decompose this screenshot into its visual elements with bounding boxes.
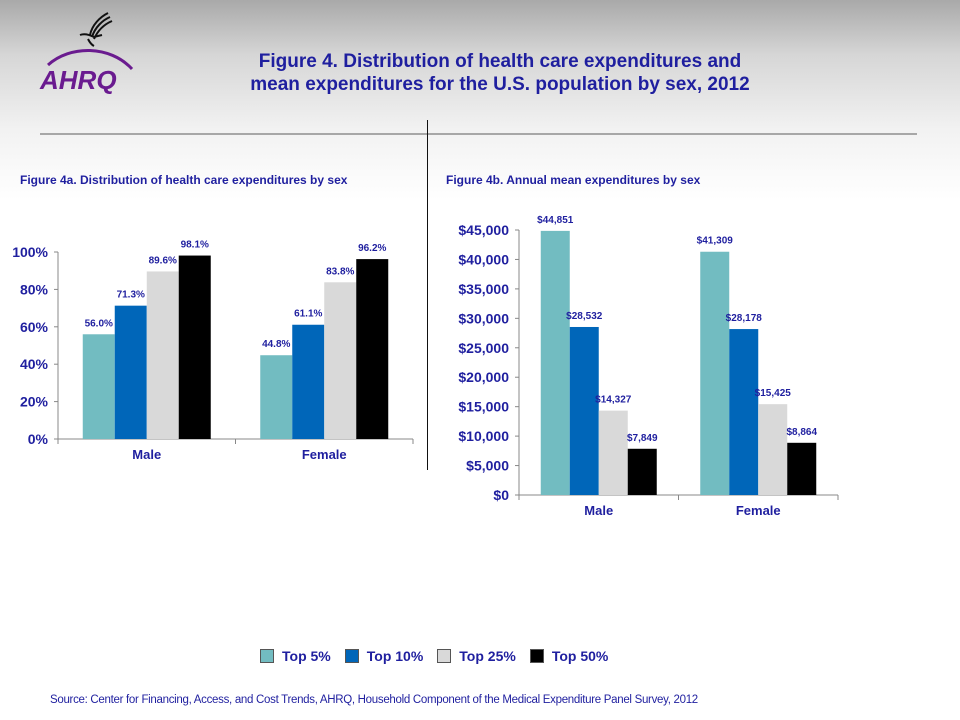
data-label: 96.2% <box>358 243 386 254</box>
y-tick-label: 0% <box>28 431 49 447</box>
data-label: $14,327 <box>595 395 632 406</box>
category-label: Female <box>736 503 781 518</box>
data-label: $28,532 <box>566 311 603 322</box>
legend-swatch-top50 <box>529 649 544 663</box>
chart-a: 0% 20% 40% 60% 80% 100% 56.0% 71.3% 89.6% 98.1% Ma… <box>12 240 414 462</box>
logo-text: AHRQ <box>39 65 117 95</box>
bar <box>540 230 570 495</box>
legend-swatch-top5 <box>260 649 274 663</box>
chart-b-title: Figure 4b. Annual mean expenditures by s… <box>446 173 701 187</box>
y-tick-label: $10,000 <box>458 428 509 444</box>
y-tick-label: $35,000 <box>458 281 509 297</box>
agency-logo: AHRQ <box>30 5 150 100</box>
data-label: 83.8% <box>326 266 354 277</box>
data-label: $41,309 <box>697 236 734 247</box>
chart-b: $0 $5,000 $10,000 $15,000 $20,000 $25,000 $30,… <box>458 215 839 518</box>
bar <box>292 324 325 439</box>
legend-item: Top 25% <box>437 648 516 664</box>
legend-label: Top 5% <box>282 648 331 664</box>
hhs-eagle-icon <box>79 12 113 47</box>
bar <box>114 305 147 439</box>
legend-label: Top 50% <box>551 648 609 664</box>
data-label: $15,425 <box>755 388 792 399</box>
y-tick-label: $40,000 <box>458 251 509 267</box>
y-tick-label: 60% <box>20 319 49 335</box>
category-label: Male <box>132 447 161 462</box>
legend-label: Top 25% <box>459 648 516 664</box>
data-label: 44.8% <box>262 339 290 350</box>
data-label: 89.6% <box>149 255 177 266</box>
legend-swatch-top25 <box>437 649 452 663</box>
data-label: $28,178 <box>726 313 763 324</box>
category-label: Female <box>302 447 347 462</box>
y-tick-label: $0 <box>493 487 509 503</box>
source-note: Source: Center for Financing, Access, an… <box>50 694 698 706</box>
header-divider <box>40 133 917 135</box>
data-label: $44,851 <box>537 215 574 226</box>
legend-label: Top 10% <box>366 648 424 664</box>
data-label: 98.1% <box>181 240 209 251</box>
data-label: $8,864 <box>786 427 817 438</box>
data-label: 56.0% <box>85 318 113 329</box>
y-tick-label: $45,000 <box>458 222 509 238</box>
y-tick-label: 40% <box>20 356 49 372</box>
bar <box>787 442 817 495</box>
y-tick-label: $5,000 <box>466 458 509 474</box>
data-label: $7,849 <box>627 433 658 444</box>
bar <box>729 329 759 495</box>
legend-swatch-top10 <box>344 649 359 663</box>
bar <box>82 334 115 439</box>
panel-divider <box>427 120 428 470</box>
category-label: Male <box>584 503 613 518</box>
bar <box>569 326 599 495</box>
y-tick-label: $25,000 <box>458 340 509 356</box>
data-label: 61.1% <box>294 309 322 320</box>
y-tick-label: $30,000 <box>458 310 509 326</box>
bar <box>324 282 357 439</box>
bar <box>627 448 657 495</box>
bar <box>260 355 293 439</box>
page-title: Figure 4. Distribution of health care ex… <box>200 50 800 96</box>
bar <box>758 404 788 495</box>
bar <box>598 410 628 495</box>
bar <box>178 255 211 439</box>
bar <box>146 271 179 439</box>
logo-arc <box>46 49 134 71</box>
bar <box>356 259 389 439</box>
y-tick-label: $15,000 <box>458 399 509 415</box>
title-line-2: mean expenditures for the U.S. populatio… <box>250 74 750 95</box>
y-tick-label: 80% <box>20 281 49 297</box>
legend-item: Top 10% <box>344 648 424 664</box>
y-tick-label: $20,000 <box>458 369 509 385</box>
legend: Top 5% Top 10% Top 25% Top 50% <box>260 648 622 664</box>
bar <box>700 251 730 495</box>
chart-a-title: Figure 4a. Distribution of health care e… <box>20 173 348 187</box>
y-tick-label: 20% <box>20 394 49 410</box>
legend-item: Top 5% <box>260 648 331 664</box>
legend-item: Top 50% <box>529 648 609 664</box>
title-line-1: Figure 4. Distribution of health care ex… <box>258 51 742 72</box>
data-label: 71.3% <box>117 290 145 301</box>
y-tick-label: 100% <box>12 244 48 260</box>
